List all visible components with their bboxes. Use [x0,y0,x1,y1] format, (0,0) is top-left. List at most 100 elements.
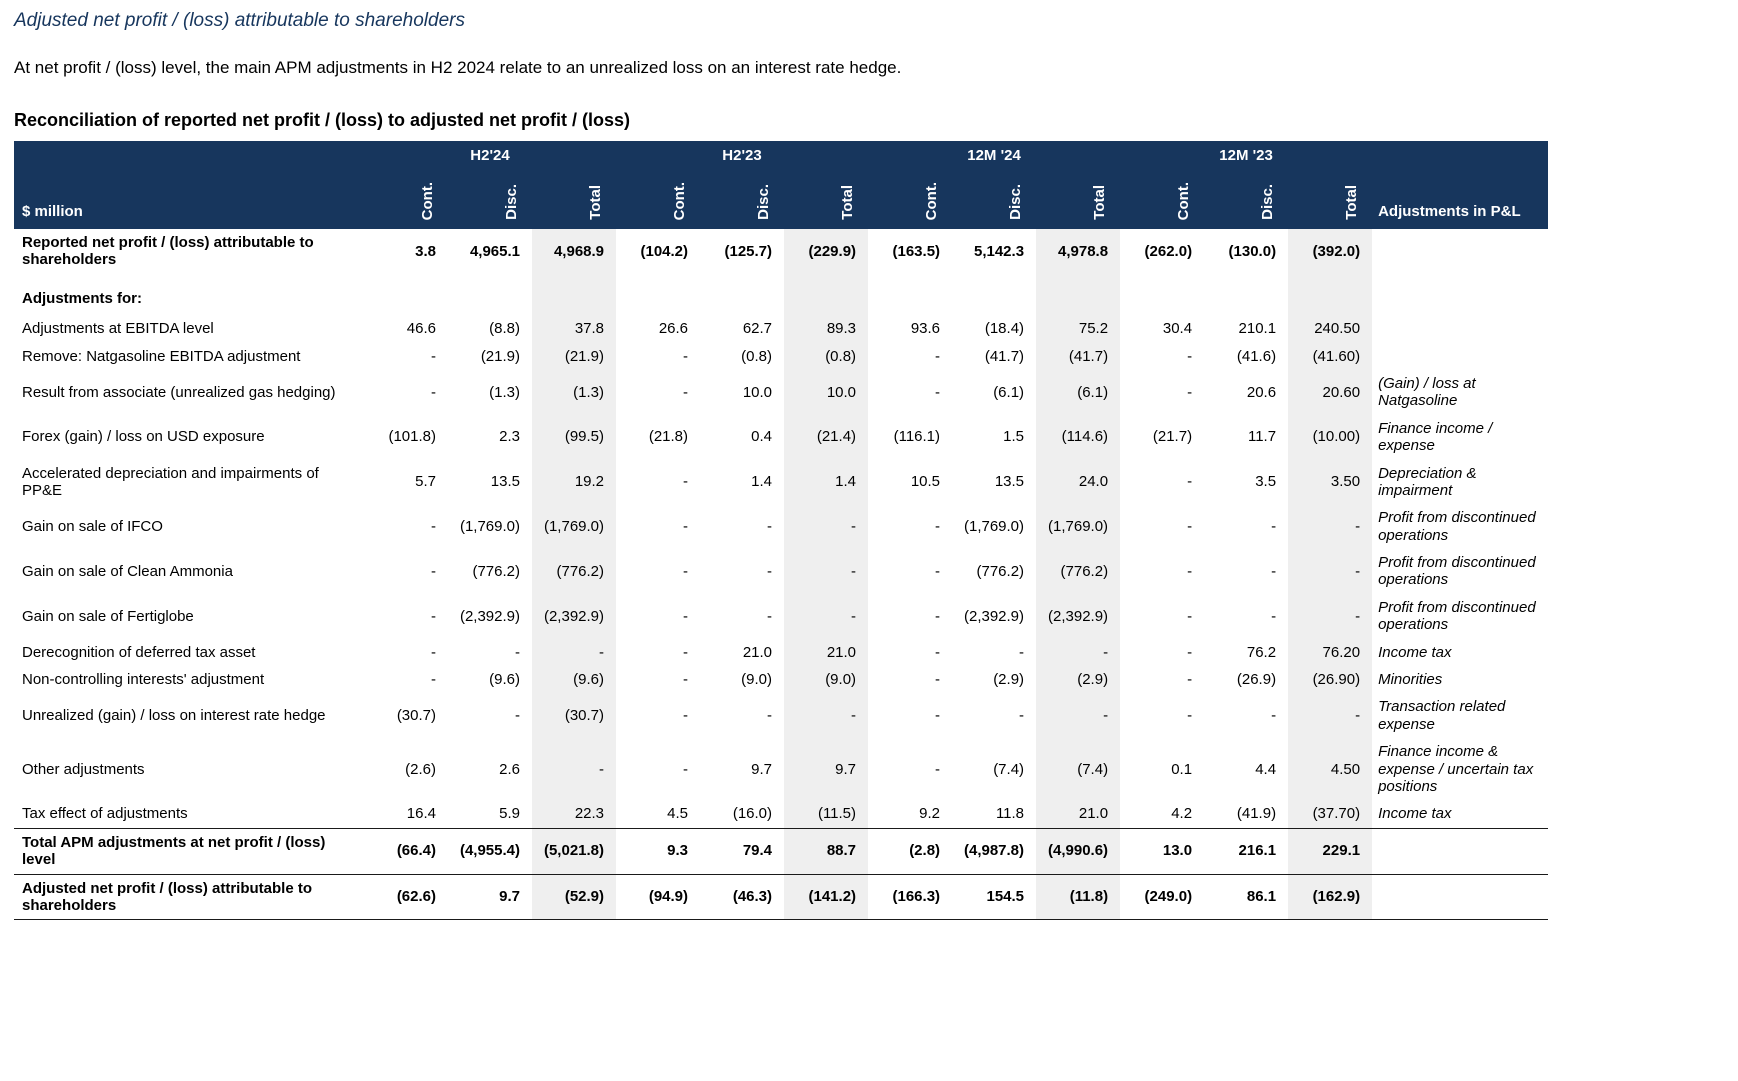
cell-value: (21.7) [1152,428,1193,446]
cell-value: (1.3) [532,369,617,415]
cell-value: 75.2 [1036,315,1121,343]
pnl-note [1372,343,1548,370]
cell-value: (6.1) [993,383,1025,401]
cell-value: - [1187,383,1193,401]
cell-value: - [1271,707,1277,725]
cell-value: (2.9) [993,671,1025,689]
cell-value [868,274,952,315]
cell-value: 0.1 [1171,760,1193,778]
cell-value: 37.8 [532,315,617,343]
cell-value: (101.8) [388,428,436,446]
rotated-column-label: Cont. [419,181,436,220]
pnl-note: Finance income / expense [1378,419,1493,455]
cell-value: 89.3 [784,315,869,343]
cell-value: 4,968.9 [532,229,617,274]
cell-value: 79.4 [700,827,785,875]
col-group-h2-24: H2'24 [364,141,617,167]
cell-value: - [935,760,941,778]
cell-value: (776.2) [976,562,1025,580]
cell-value: - [1271,517,1277,535]
cell-value: - [431,671,436,689]
cell-value: 16.4 [406,805,436,823]
cell-value: (21.8) [648,428,689,446]
cell-value: 21.0 [784,638,869,667]
cell-value: - [683,383,689,401]
cell-value [616,274,700,315]
cell-value: 22.3 [532,800,617,829]
cell-value: 4,965.1 [469,242,520,260]
rotated-column-label: Disc. [503,184,520,220]
cell-value: (4,987.8) [952,827,1037,875]
cell-value: - [1288,504,1373,550]
pnl-note: Profit from discontinued operations [1378,554,1536,589]
row-label: Unrealized (gain) / loss on interest rat… [22,707,326,725]
rotated-column-header: Disc. [1204,167,1289,229]
table-row: Forex (gain) / loss on USD exposure (101.… [14,414,1548,460]
cell-value: (30.7) [532,693,617,739]
cell-value: 9.7 [448,873,532,921]
cell-value: 21.0 [1036,800,1121,829]
cell-value: (26.90) [1288,666,1373,694]
cell-value: - [431,562,436,580]
cell-value: 3.5 [1255,473,1277,491]
cell-value: - [1187,473,1193,491]
cell-value: - [1187,643,1193,661]
unit-label: $ million [14,141,364,229]
cell-value [1036,273,1121,316]
cell-value: (11.8) [1036,873,1121,921]
cell-value: (776.2) [1036,549,1121,594]
cell-value [448,274,532,315]
cell-value: (1,769.0) [459,517,520,535]
cell-value: (7.4) [993,760,1025,778]
cell-value: (9.6) [489,671,520,689]
cell-value [784,273,869,316]
row-label: Non-controlling interests' adjustment [22,671,265,689]
cell-value: - [683,473,689,491]
column-group-row: $ million H2'24 H2'23 12M '24 12M '23 Ad… [14,141,1549,229]
cell-value: - [935,517,941,535]
report-page: Adjusted net profit / (loss) attributabl… [14,10,1549,921]
cell-value: (2.8) [868,827,953,875]
rotated-column-header: Total [532,167,617,229]
cell-value: 210.1 [1238,320,1277,338]
cell-value: (2,392.9) [532,593,617,639]
cell-value: - [935,607,941,625]
table-row: Derecognition of deferred tax asset - - - -2… [14,638,1548,667]
cell-value: (229.9) [784,229,869,274]
cell-value: 76.20 [1288,638,1373,667]
cell-value: - [1288,549,1373,594]
cell-value: (21.9) [532,342,617,370]
cell-value: (4,955.4) [448,827,532,875]
table-row: Remove: Natgasoline EBITDA adjustment - (2… [14,342,1548,370]
cell-value [700,274,784,315]
cell-value: (163.5) [892,242,941,260]
cell-value: (94.9) [616,873,701,921]
row-label: Result from associate (unrealized gas he… [22,383,336,401]
cell-value: 13.0 [1120,827,1205,875]
cell-value: (2.9) [1036,666,1121,694]
cell-value: (9.0) [784,666,869,694]
row-label: Other adjustments [22,760,145,778]
pnl-note [1372,315,1548,342]
pnl-note: Income tax [1378,805,1452,823]
cell-value: 93.6 [910,320,941,338]
cell-value: (104.2) [640,242,689,260]
cell-value: (392.0) [1288,229,1373,274]
cell-value: 3.8 [415,242,436,260]
cell-value: (1.3) [489,383,520,401]
cell-value: 19.2 [532,459,617,505]
row-label: Accelerated depreciation and impairments… [22,464,319,499]
cell-value: (0.8) [784,342,869,370]
cell-value: 11.8 [995,805,1025,823]
row-label: Gain on sale of Clean Ammonia [22,562,233,580]
cell-value: - [1271,562,1277,580]
intro-text: At net profit / (loss) level, the main A… [14,58,902,77]
cell-value: 9.7 [751,760,773,778]
cell-value: (141.2) [784,873,869,921]
row-label: Reported net profit / (loss) attributabl… [22,234,314,269]
cell-value: (7.4) [1036,738,1121,801]
rotated-column-label: Disc. [755,184,773,220]
cell-value: (37.70) [1288,800,1373,829]
cell-value: 62.7 [742,320,773,338]
rotated-column-header: Disc. [700,167,785,229]
